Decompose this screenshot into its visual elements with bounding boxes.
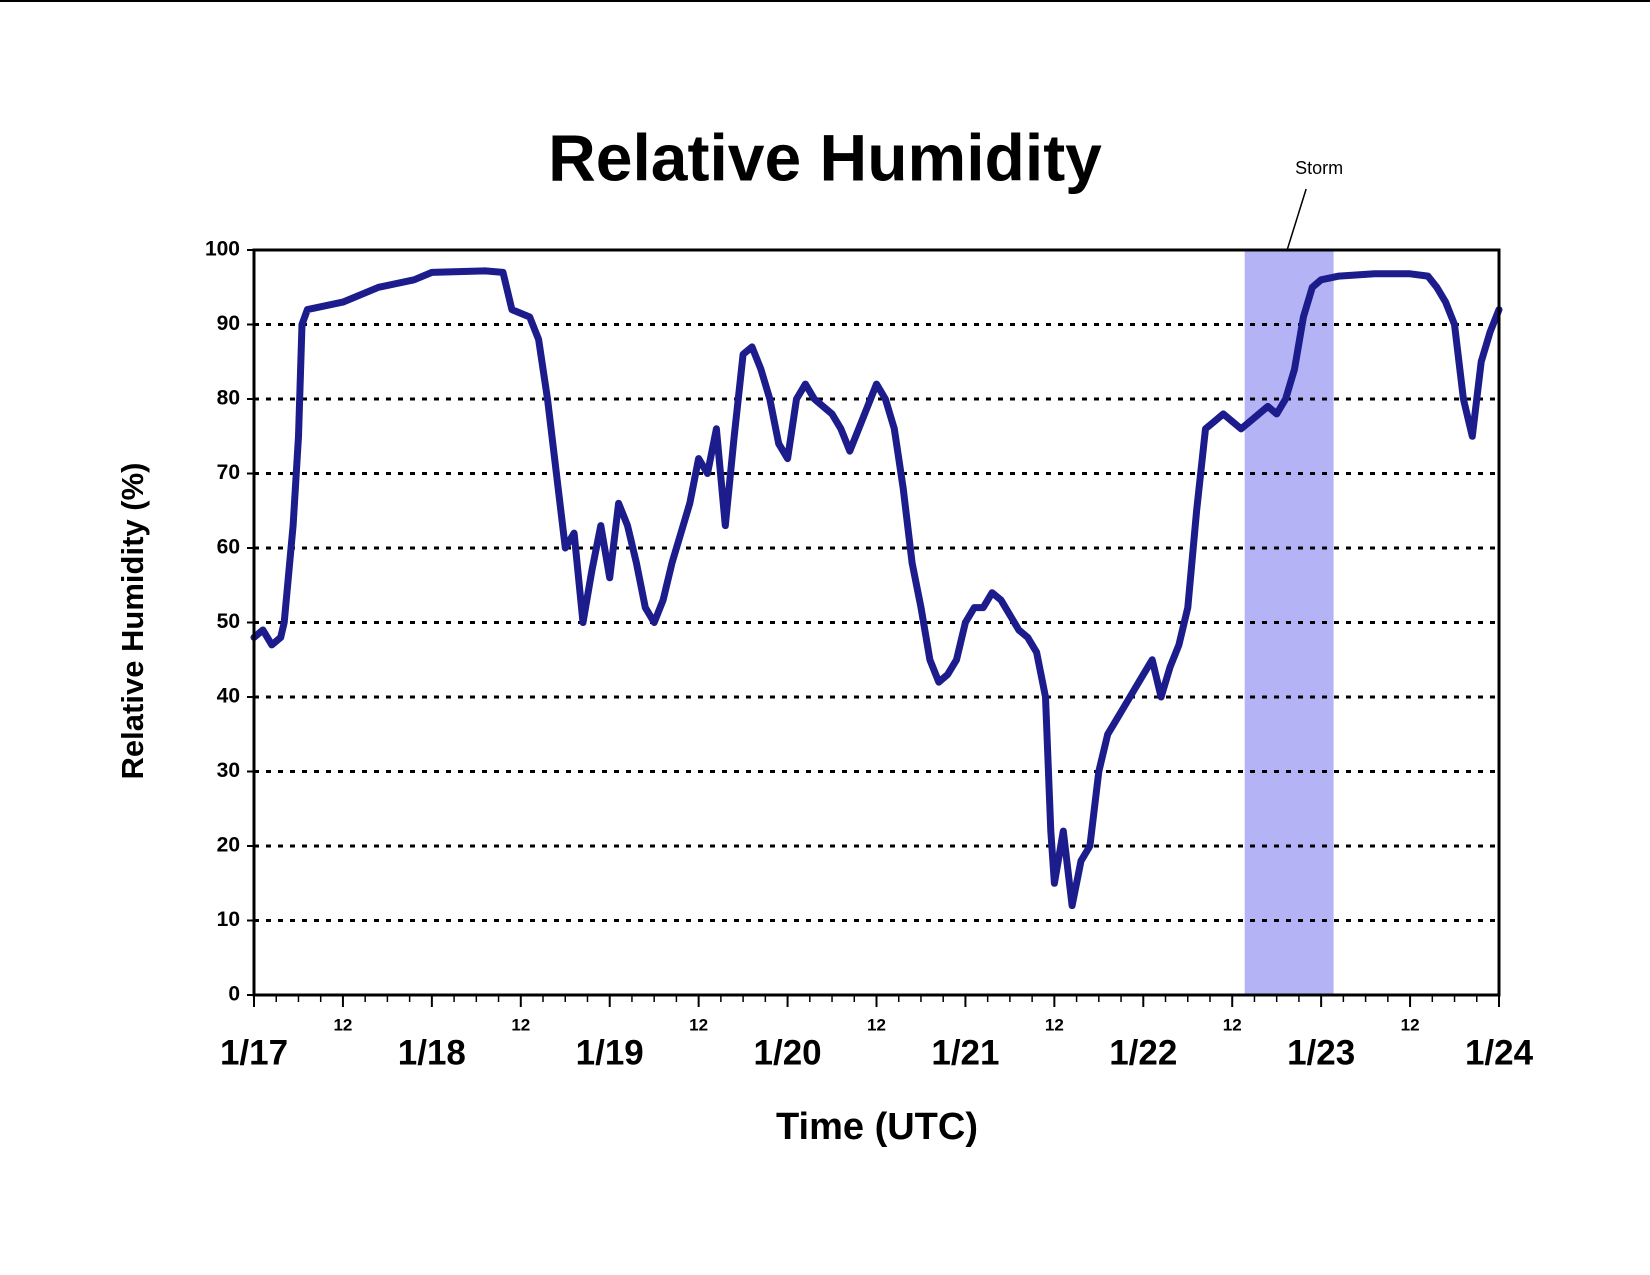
x-hour-label: 12 (1045, 1015, 1064, 1034)
x-day-label: 1/19 (576, 1033, 644, 1072)
y-tick-label: 100 (205, 238, 240, 261)
x-axis-label: Time (UTC) (776, 1106, 978, 1148)
y-tick-label: 20 (217, 834, 240, 857)
x-hour-label: 12 (1223, 1015, 1242, 1034)
chart-title: Relative Humidity (548, 120, 1102, 194)
x-hour-label: 12 (511, 1015, 530, 1034)
y-axis-label: Relative Humidity (%) (115, 463, 150, 780)
x-hour-label: 12 (867, 1015, 886, 1034)
x-day-label: 1/17 (220, 1033, 288, 1072)
y-tick-label: 10 (217, 908, 240, 931)
annotation-label: Storm (1295, 158, 1343, 178)
y-tick-label: 90 (217, 312, 240, 335)
annotation-pointer (1286, 188, 1307, 251)
humidity-line (250, 267, 1503, 910)
x-day-label: 1/20 (754, 1033, 822, 1072)
y-tick-label: 30 (217, 759, 240, 782)
plot-frame (252, 248, 1501, 997)
x-day-label: 1/18 (398, 1033, 466, 1072)
y-tick-label: 80 (217, 387, 240, 410)
x-day-label: 1/23 (1287, 1033, 1355, 1072)
x-hour-label: 12 (1401, 1015, 1420, 1034)
y-tick-label: 40 (217, 685, 240, 708)
y-tick-label: 0 (228, 983, 240, 1006)
x-hour-label: 12 (333, 1015, 352, 1034)
x-hour-label: 12 (689, 1015, 708, 1034)
y-tick-label: 50 (217, 610, 240, 633)
x-day-label: 1/22 (1109, 1033, 1177, 1072)
y-tick-label: 60 (217, 536, 240, 559)
x-day-label: 1/24 (1465, 1033, 1534, 1072)
x-day-label: 1/21 (931, 1033, 999, 1072)
y-tick-label: 70 (217, 461, 240, 484)
